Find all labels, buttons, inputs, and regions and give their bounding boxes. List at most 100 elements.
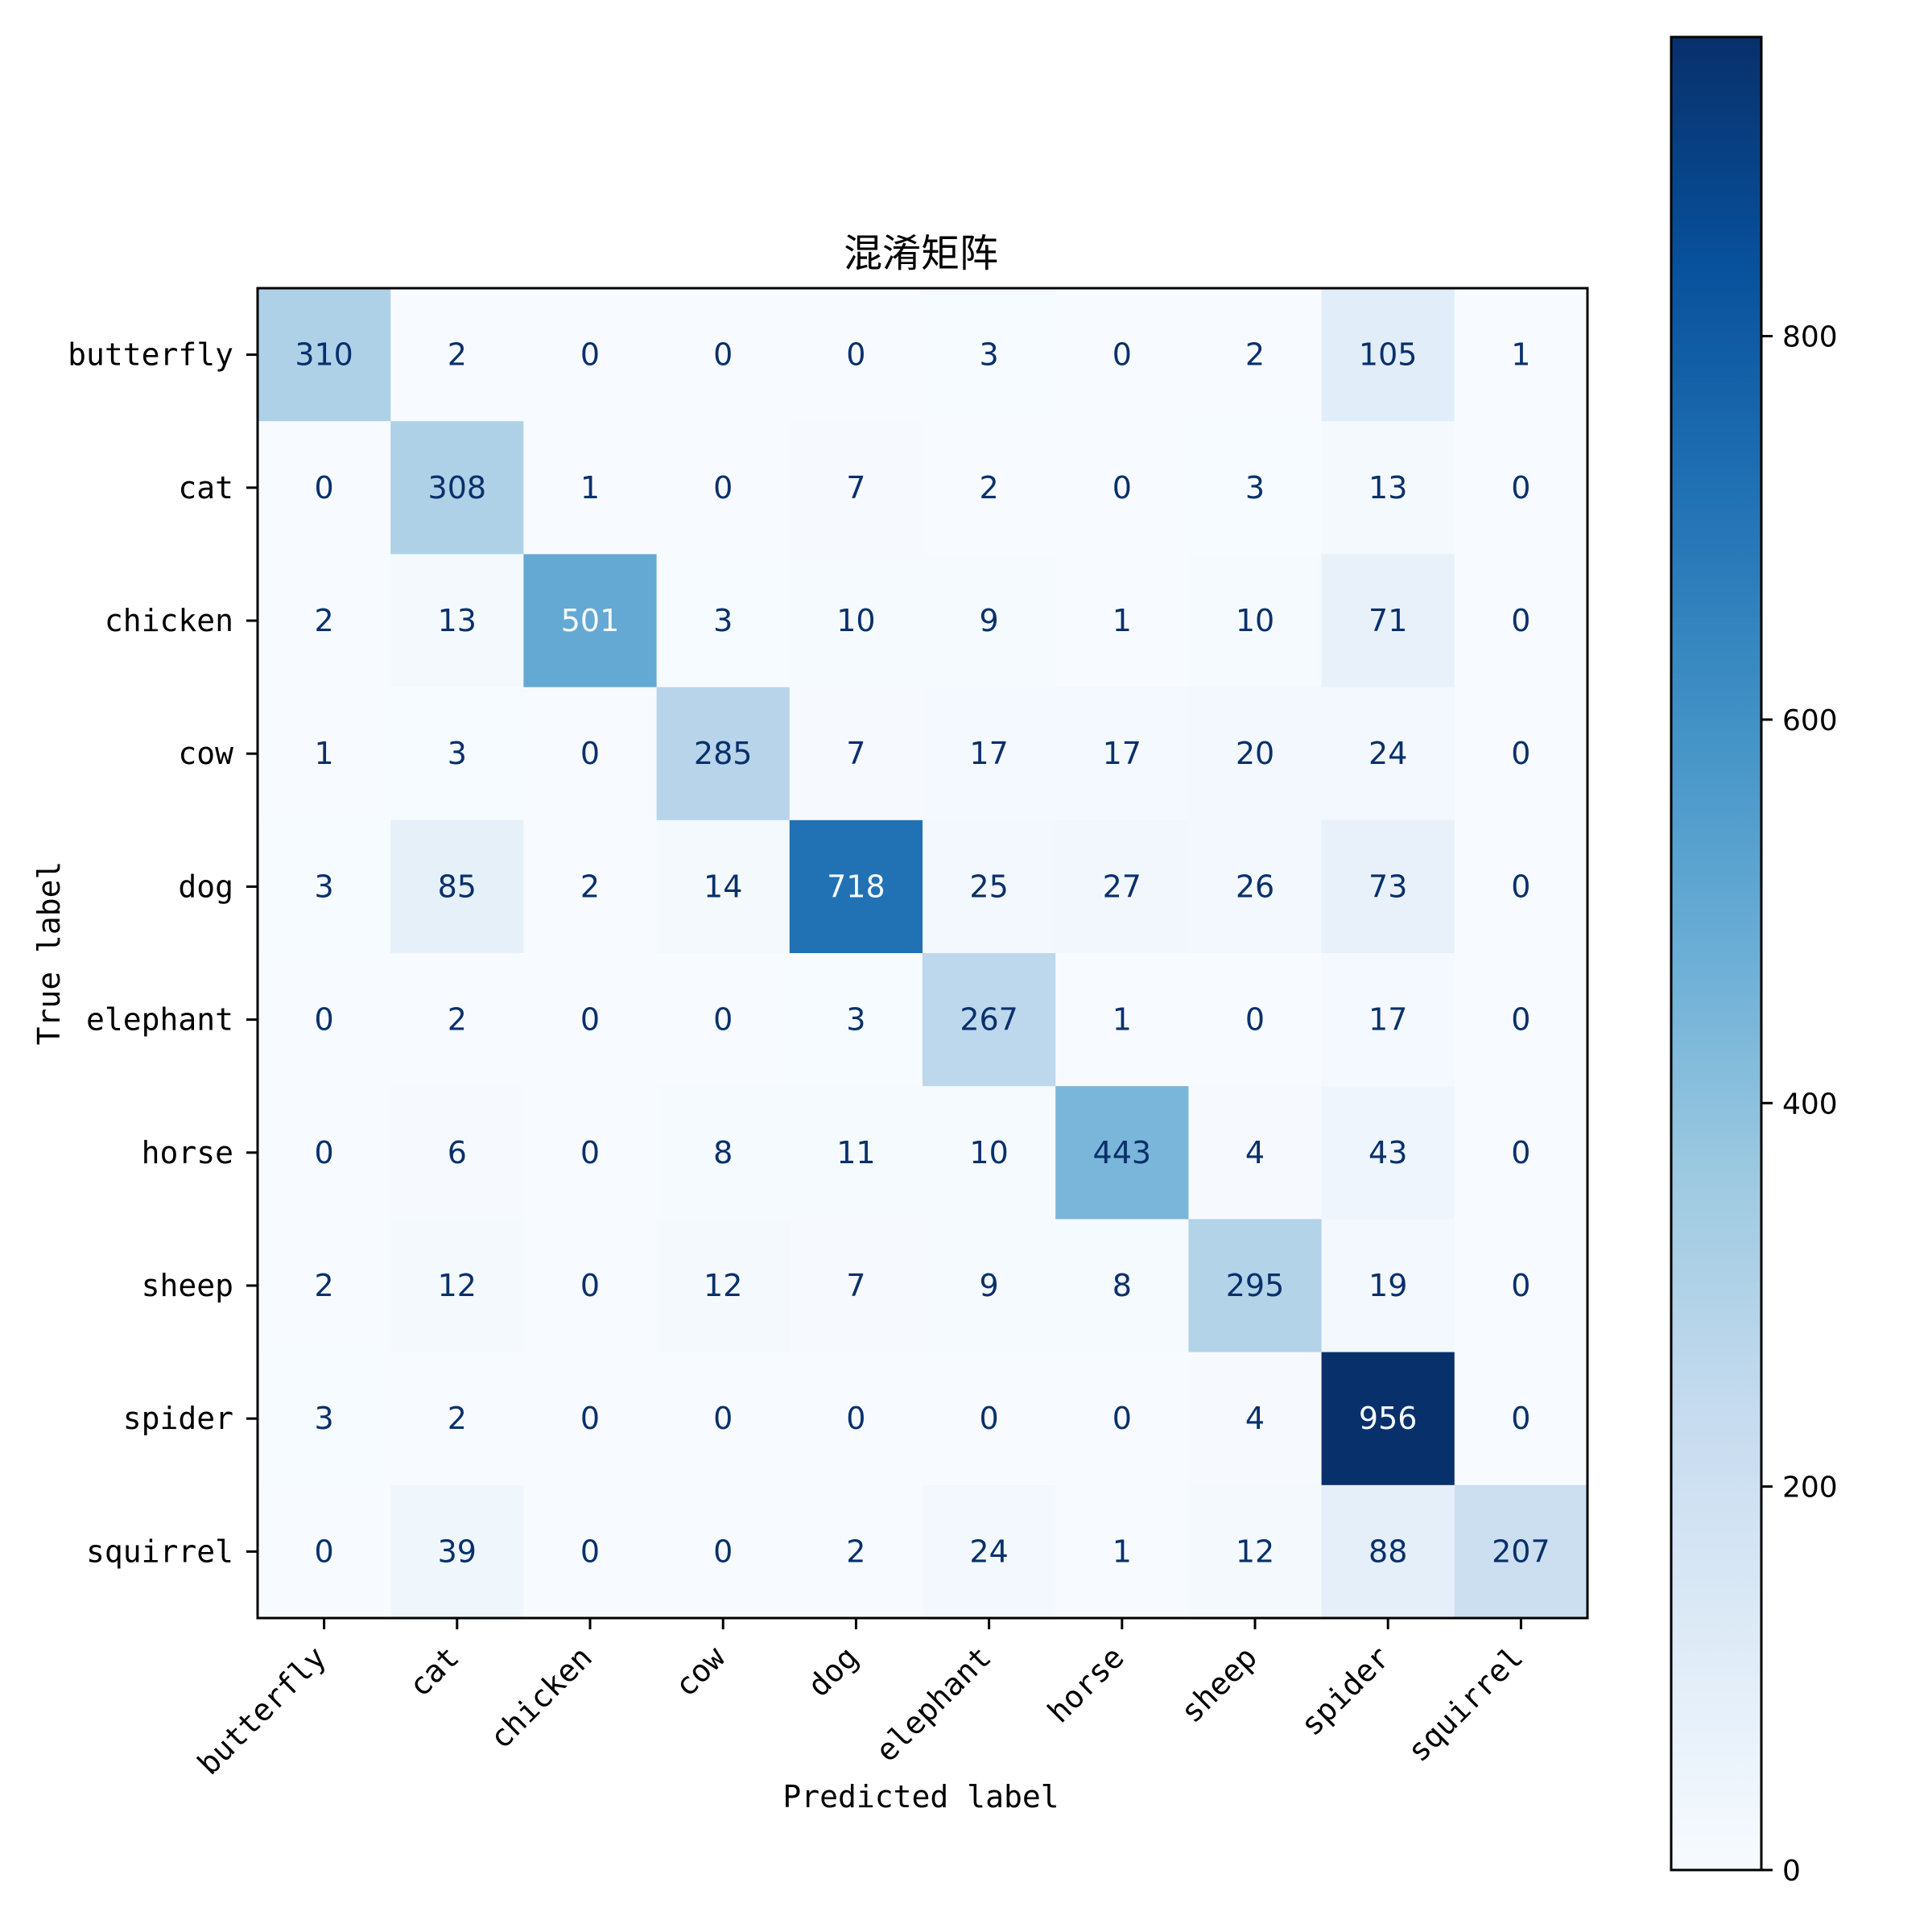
cell-value-label: 1: [1113, 1534, 1132, 1569]
heatmap-cell: [656, 819, 791, 954]
cell-value-label: 956: [1359, 1401, 1418, 1436]
heatmap-cell: [656, 288, 791, 422]
heatmap-cell: [789, 1219, 923, 1353]
heatmap-cell: [923, 687, 1056, 821]
colorbar-tick-label: 200: [1782, 1472, 1838, 1505]
colorbar-tick-label: 400: [1782, 1088, 1838, 1121]
cell-value-label: 308: [428, 470, 487, 506]
heatmap-cell: [789, 1484, 923, 1619]
heatmap-cell: [789, 819, 923, 954]
heatmap-cell: [258, 1484, 391, 1619]
heatmap-cell: [258, 421, 391, 555]
cell-value-label: 11: [836, 1135, 875, 1170]
cell-value-label: 2: [448, 1002, 467, 1038]
heatmap-cell: [1055, 1352, 1189, 1486]
cell-value-label: 2: [1245, 337, 1265, 373]
heatmap-cell: [523, 421, 658, 555]
cell-value-label: 0: [1511, 603, 1530, 638]
heatmap-cell: [258, 554, 391, 688]
heatmap-cell: [789, 288, 923, 422]
cell-value-label: 0: [580, 1002, 600, 1038]
heatmap-cell: [1321, 819, 1455, 954]
y-tick-label: horse: [142, 1135, 233, 1170]
cell-value-label: 73: [1368, 869, 1407, 904]
cell-value-label: 24: [969, 1534, 1008, 1569]
chart-title: 混淆矩阵: [844, 231, 998, 276]
cell-value-label: 718: [827, 869, 886, 904]
cell-value-label: 12: [1236, 1534, 1274, 1569]
colorbar-tick-label: 0: [1782, 1855, 1801, 1888]
y-axis-ticks: butterfly cat chicken cow dog elephant horse sh…: [68, 337, 258, 1569]
heatmap-cell: [1454, 1219, 1588, 1353]
cell-value-label: 0: [1113, 1401, 1132, 1436]
cell-value-label: 0: [580, 337, 600, 373]
y-axis-title: True label: [31, 861, 67, 1046]
cell-value-label: 8: [713, 1135, 733, 1170]
heatmap-cell: [1321, 687, 1455, 821]
heatmap-cell: [1454, 687, 1588, 821]
cell-value-label: 0: [580, 1401, 600, 1436]
cell-value-label: 1: [580, 470, 600, 506]
cell-value-label: 13: [438, 603, 477, 638]
cell-value-label: 0: [315, 1002, 334, 1038]
heatmap-cell: [1188, 1484, 1323, 1619]
x-tick-label: horse: [1041, 1640, 1131, 1730]
heatmap-cell: [523, 687, 658, 821]
heatmap-cell: [656, 1352, 791, 1486]
cell-value-label: 443: [1093, 1135, 1152, 1170]
heatmap-cell: [258, 288, 391, 422]
x-tick-label: butterfly: [191, 1640, 333, 1782]
cell-value-label: 310: [295, 337, 353, 373]
cell-value-label: 12: [438, 1268, 477, 1303]
cell-value-label: 0: [1245, 1002, 1265, 1038]
cell-value-label: 3: [713, 603, 733, 638]
heatmap-cell: [523, 1484, 658, 1619]
heatmap-cell: [523, 1219, 658, 1353]
cell-value-label: 26: [1236, 869, 1274, 904]
cell-value-label: 10: [836, 603, 875, 638]
heatmap-cell: [1454, 953, 1588, 1087]
heatmap-cell: [390, 953, 524, 1087]
y-tick-label: dog: [178, 869, 233, 904]
heatmap-cell: [390, 1352, 524, 1486]
x-tick-label: elephant: [869, 1640, 998, 1769]
heatmap-cell: [1321, 1086, 1455, 1220]
cell-value-label: 2: [315, 603, 334, 638]
cell-value-label: 2: [580, 869, 600, 904]
cell-value-label: 1: [1113, 603, 1132, 638]
heatmap-cell: [1321, 421, 1455, 555]
cell-value-label: 10: [969, 1135, 1008, 1170]
cell-value-label: 267: [960, 1002, 1018, 1038]
heatmap-cell: [923, 1219, 1056, 1353]
heatmap-cell: [390, 819, 524, 954]
cell-value-label: 12: [704, 1268, 742, 1303]
cell-value-label: 71: [1368, 603, 1407, 638]
cell-value-label: 295: [1226, 1268, 1285, 1303]
cell-value-label: 1: [315, 736, 334, 771]
heatmap-cell: [789, 953, 923, 1087]
heatmap-cell: [1188, 953, 1323, 1087]
heatmap-cell: [1454, 1086, 1588, 1220]
cell-value-label: 0: [1113, 470, 1132, 506]
cell-value-label: 0: [580, 1135, 600, 1170]
x-tick-label: chicken: [483, 1640, 599, 1756]
cell-value-label: 7: [846, 1268, 865, 1303]
cell-value-label: 3: [1245, 470, 1265, 506]
cell-value-label: 0: [1511, 1002, 1530, 1038]
cell-value-label: 14: [704, 869, 742, 904]
heatmap-cell: [1188, 1219, 1323, 1353]
heatmap-cell: [1055, 1086, 1189, 1220]
heatmap-cell: [789, 1086, 923, 1220]
cell-value-label: 0: [315, 470, 334, 506]
cell-value-label: 24: [1368, 736, 1407, 771]
y-tick-label: chicken: [105, 603, 233, 638]
heatmap-cell: [1321, 953, 1455, 1087]
heatmap-cell: [1188, 421, 1323, 555]
heatmap-cell: [1188, 288, 1323, 422]
heatmap-cell: [789, 421, 923, 555]
heatmap-cell: [523, 1086, 658, 1220]
heatmap-cell: [390, 288, 524, 422]
cell-value-labels: 310 2 0 0 0 3 0 2 105 10 308 1 0 7 2 0 3 13 02 13 501 3 10 9 1 10…: [295, 337, 1550, 1570]
cell-value-label: 1: [1113, 1002, 1132, 1038]
heatmap-cell: [1454, 288, 1588, 422]
